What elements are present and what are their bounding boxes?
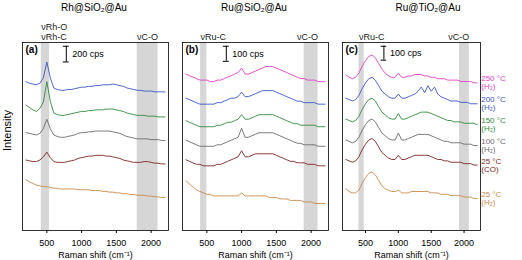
svg-text:(a): (a) (26, 44, 38, 55)
svg-text:25 °C(H₂): 25 °C(H₂) (481, 190, 501, 207)
svg-text:1500: 1500 (421, 238, 441, 248)
svg-text:(c): (c) (346, 44, 358, 55)
svg-text:1000: 1000 (388, 238, 408, 248)
svg-text:νRu-C: νRu-C (201, 32, 227, 42)
svg-text:1500: 1500 (106, 238, 126, 248)
svg-text:νRh-C: νRh-C (41, 32, 67, 42)
html-text:Rh@SiO₂@Au: Rh@SiO₂@Au (61, 2, 127, 13)
svg-text:νRu-C: νRu-C (359, 32, 385, 42)
svg-text:500: 500 (199, 238, 214, 248)
svg-text:2000: 2000 (141, 238, 161, 248)
svg-text:Raman shift (cm⁻¹): Raman shift (cm⁻¹) (218, 250, 293, 260)
svg-text:1000: 1000 (72, 238, 92, 248)
svg-text:νRh-O: νRh-O (41, 22, 67, 32)
svg-text:Raman shift (cm⁻¹): Raman shift (cm⁻¹) (374, 250, 449, 260)
svg-text:1000: 1000 (232, 238, 252, 248)
svg-text:250 °C(H₂): 250 °C(H₂) (481, 74, 506, 91)
svg-text:Raman shift (cm⁻¹): Raman shift (cm⁻¹) (58, 250, 133, 260)
svg-text:1500: 1500 (266, 238, 286, 248)
svg-text:νC-O: νC-O (448, 32, 469, 42)
svg-text:500: 500 (358, 238, 373, 248)
svg-text:500: 500 (39, 238, 54, 248)
svg-text:2000: 2000 (301, 238, 321, 248)
html-text:Intensity: Intensity (1, 109, 13, 151)
svg-text:100 cps: 100 cps (232, 49, 264, 59)
svg-text:100 cps: 100 cps (390, 48, 422, 58)
html-text:Ru@SiO₂@Au: Ru@SiO₂@Au (221, 2, 287, 13)
svg-text:100 °C(H₂): 100 °C(H₂) (481, 137, 506, 154)
svg-text:(b): (b) (186, 44, 199, 55)
svg-text:200 cps: 200 cps (72, 49, 104, 59)
svg-text:νC-O: νC-O (297, 32, 318, 42)
svg-text:25 °C(CO): 25 °C(CO) (481, 157, 501, 174)
svg-text:2000: 2000 (454, 238, 474, 248)
svg-text:200 °C(H₂): 200 °C(H₂) (481, 95, 506, 112)
svg-text:νC-O: νC-O (137, 32, 158, 42)
svg-text:150 °C(H₂): 150 °C(H₂) (481, 116, 506, 133)
html-text:Ru@TiO₂@Au: Ru@TiO₂@Au (395, 2, 461, 13)
